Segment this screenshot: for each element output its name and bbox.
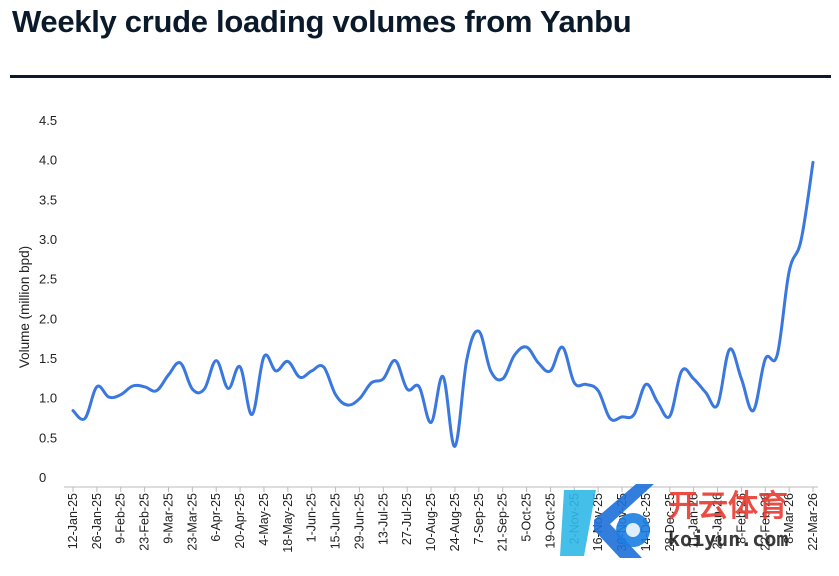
chart-title: Weekly crude loading volumes from Yanbu (12, 4, 632, 39)
series-line (71, 160, 815, 448)
x-tick-label: 22-Feb-26 (758, 493, 772, 551)
y-tick-label: 2.5 (39, 272, 57, 287)
x-tick-label: 19-Oct-25 (543, 493, 557, 549)
watermark-brand-cn: 开云体育 (668, 489, 788, 524)
x-tick-label: 26-Jan-25 (90, 493, 104, 549)
y-tick-label: 4.0 (39, 153, 57, 168)
y-tick-label: 0.5 (39, 430, 57, 445)
watermark-brand-url: koiyun.com (668, 527, 788, 551)
x-tick-label: 8-Mar-26 (782, 493, 796, 544)
x-tick-label: 9-Mar-25 (161, 493, 175, 544)
watermark-k-arm (594, 484, 654, 558)
x-tick-label: 18-May-25 (281, 493, 295, 553)
series-group (71, 160, 815, 448)
x-tick-label: 12-Jan-25 (66, 493, 80, 549)
x-tick-label: 4-May-25 (257, 493, 271, 546)
x-tick-label: 20-Apr-25 (233, 493, 247, 549)
x-tick-label: 5-Oct-25 (520, 493, 534, 542)
x-tick-label: 11-Jan-26 (687, 493, 701, 548)
x-tick-label: 23-Feb-25 (138, 493, 152, 551)
x-tick-label: 15-Jun-25 (329, 493, 343, 549)
x-tick-label: 6-Apr-25 (209, 493, 223, 542)
x-tick-label: 7-Sep-25 (472, 493, 486, 544)
y-tick-label: 4.5 (39, 113, 57, 128)
title-divider (10, 75, 831, 78)
x-tick-label: 24-Aug-25 (448, 493, 462, 551)
y-tick-label: 0 (39, 470, 46, 485)
y-axis: 0 0.5 1.0 1.5 2.0 2.5 3.0 3.5 4.0 4.5 (39, 113, 57, 485)
x-tick-label: 29-Jun-25 (352, 493, 366, 549)
watermark-logo: 开云体育 koiyun.com (560, 484, 788, 558)
y-tick-label: 3.0 (39, 232, 57, 247)
x-tick-label: 21-Sep-25 (496, 493, 510, 551)
y-tick-label: 1.5 (39, 351, 57, 366)
x-tick-label: 10-Aug-25 (424, 493, 438, 551)
x-tick-label: 13-Jul-25 (376, 493, 390, 545)
y-tick-label: 2.0 (39, 311, 57, 326)
y-tick-label: 3.5 (39, 192, 57, 207)
y-tick-label: 1.0 (39, 391, 57, 406)
y-axis-label: Volume (million bpd) (17, 246, 32, 368)
x-tick-label: 27-Jul-25 (400, 493, 414, 545)
x-tick-label: 9-Feb-25 (114, 493, 128, 544)
x-tick-label: 28-Dec-25 (663, 493, 677, 551)
watermark-k-mark (560, 490, 596, 556)
x-tick-label: 8-Feb-26 (734, 493, 748, 544)
x-tick-label: 23-Mar-25 (185, 493, 199, 551)
x-tick-label: 25-Jan-26 (711, 493, 725, 549)
football-icon-center (626, 523, 640, 537)
x-tick-label: 22-Mar-26 (806, 493, 820, 551)
x-tick-label: 1-Jun-25 (305, 493, 319, 542)
